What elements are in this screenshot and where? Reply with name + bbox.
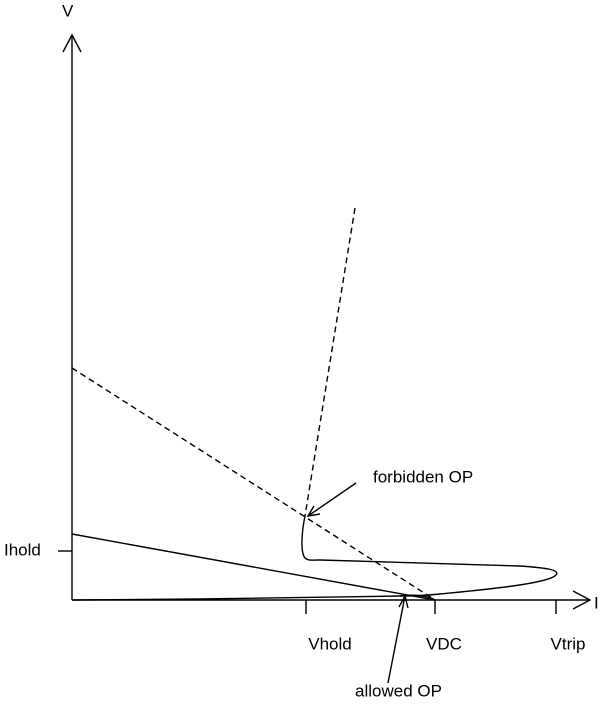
iv-curve [71, 515, 558, 601]
steep-load-line [304, 207, 356, 517]
y-axis-arrow [62, 33, 82, 53]
annotation-arrow [307, 482, 357, 517]
x-axis-arrow [572, 590, 592, 610]
annotation-arrowhead [306, 505, 321, 517]
load-line [71, 367, 433, 599]
annotation-arrowhead [398, 594, 409, 609]
annotation: forbidden OP [373, 467, 473, 486]
x-tick-label: Vtrip [551, 634, 586, 653]
hold-line [71, 533, 436, 601]
annotation-arrow [387, 595, 406, 684]
x-axis-label: I [594, 593, 599, 612]
x-tick-label: VDC [426, 634, 462, 653]
annotation: allowed OP [355, 681, 442, 700]
iv-curve-tail [399, 594, 436, 601]
y-axis-label: V [62, 1, 74, 20]
x-tick-label: Vhold [308, 634, 351, 653]
y-tick-label: Ihold [4, 540, 41, 559]
